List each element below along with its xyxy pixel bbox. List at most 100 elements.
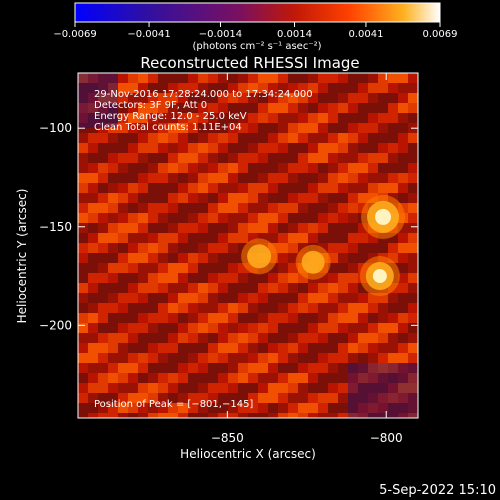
image-pixel [188,243,198,253]
image-pixel [128,303,138,313]
image-pixel [288,353,298,363]
image-pixel [148,223,158,233]
image-pixel [98,383,108,393]
image-pixel [368,353,378,363]
image-pixel [178,143,188,153]
image-pixel [128,73,138,83]
image-pixel [128,243,138,253]
image-pixel [218,413,228,418]
image-pixel [338,273,348,283]
image-pixel [288,73,298,83]
image-pixel [368,243,378,253]
image-pixel [278,243,288,253]
image-pixel [78,333,88,343]
image-pixel [118,183,128,193]
image-pixel [188,213,198,223]
image-pixel [238,293,248,303]
image-pixel [328,73,338,83]
image-pixel [338,93,348,103]
image-pixel [148,143,158,153]
image-pixel [118,113,128,123]
image-pixel [358,183,368,193]
image-pixel [328,103,338,113]
image-pixel [318,173,328,183]
image-pixel [208,83,218,93]
image-pixel [358,223,368,233]
image-pixel [138,263,148,273]
image-pixel [188,183,198,193]
image-pixel [138,343,148,353]
image-pixel [148,83,158,93]
image-pixel [268,193,278,203]
image-pixel [298,333,308,343]
image-pixel [128,103,138,113]
image-pixel [128,323,138,333]
image-pixel [308,153,318,163]
image-pixel [218,233,228,243]
image-pixel [248,373,258,383]
image-pixel [228,93,238,103]
image-pixel [238,283,248,293]
image-pixel [98,213,108,223]
image-pixel [278,183,288,193]
image-pixel [308,183,318,193]
image-pixel [118,333,128,343]
image-pixel [128,183,138,193]
image-pixel [178,123,188,133]
image-pixel [218,343,228,353]
image-pixel [168,403,178,413]
image-pixel [238,343,248,353]
image-pixel [218,353,228,363]
image-pixel [278,193,288,203]
image-pixel [108,163,118,173]
image-pixel [408,73,418,83]
image-pixel [308,373,318,383]
image-pixel [348,303,358,313]
image-pixel [408,333,418,343]
image-pixel [308,343,318,353]
image-pixel [118,383,128,393]
image-pixel [248,133,258,143]
image-pixel [118,103,128,113]
image-pixel [88,383,98,393]
image-pixel [258,93,268,103]
image-pixel [328,193,338,203]
image-pixel [268,373,278,383]
image-pixel [88,223,98,233]
image-pixel [368,83,378,93]
image-pixel [138,273,148,283]
image-pixel [228,263,238,273]
image-pixel [238,243,248,253]
image-pixel [248,193,258,203]
image-pixel [388,73,398,83]
image-pixel [278,143,288,153]
image-pixel [288,233,298,243]
y-tick-label: −150 [39,220,72,234]
image-pixel [358,343,368,353]
image-pixel [108,323,118,333]
image-pixel [328,83,338,93]
image-pixel [188,173,198,183]
source [247,244,272,269]
image-pixel [148,313,158,323]
image-pixel [338,153,348,163]
image-pixel [308,303,318,313]
image-pixel [288,173,298,183]
image-pixel [368,73,378,83]
dark-region [348,363,418,418]
image-pixel [278,363,288,373]
image-pixel [178,373,188,383]
image-pixel [148,263,158,273]
image-pixel [328,403,338,413]
image-pixel [398,293,408,303]
image-pixel [118,283,128,293]
image-pixel [338,173,348,183]
image-pixel [198,383,208,393]
image-pixel [288,183,298,193]
image-pixel [188,323,198,333]
image-pixel [188,163,198,173]
image-pixel [278,263,288,273]
image-pixel [98,143,108,153]
image-pixel [228,393,238,403]
image-pixel [228,143,238,153]
